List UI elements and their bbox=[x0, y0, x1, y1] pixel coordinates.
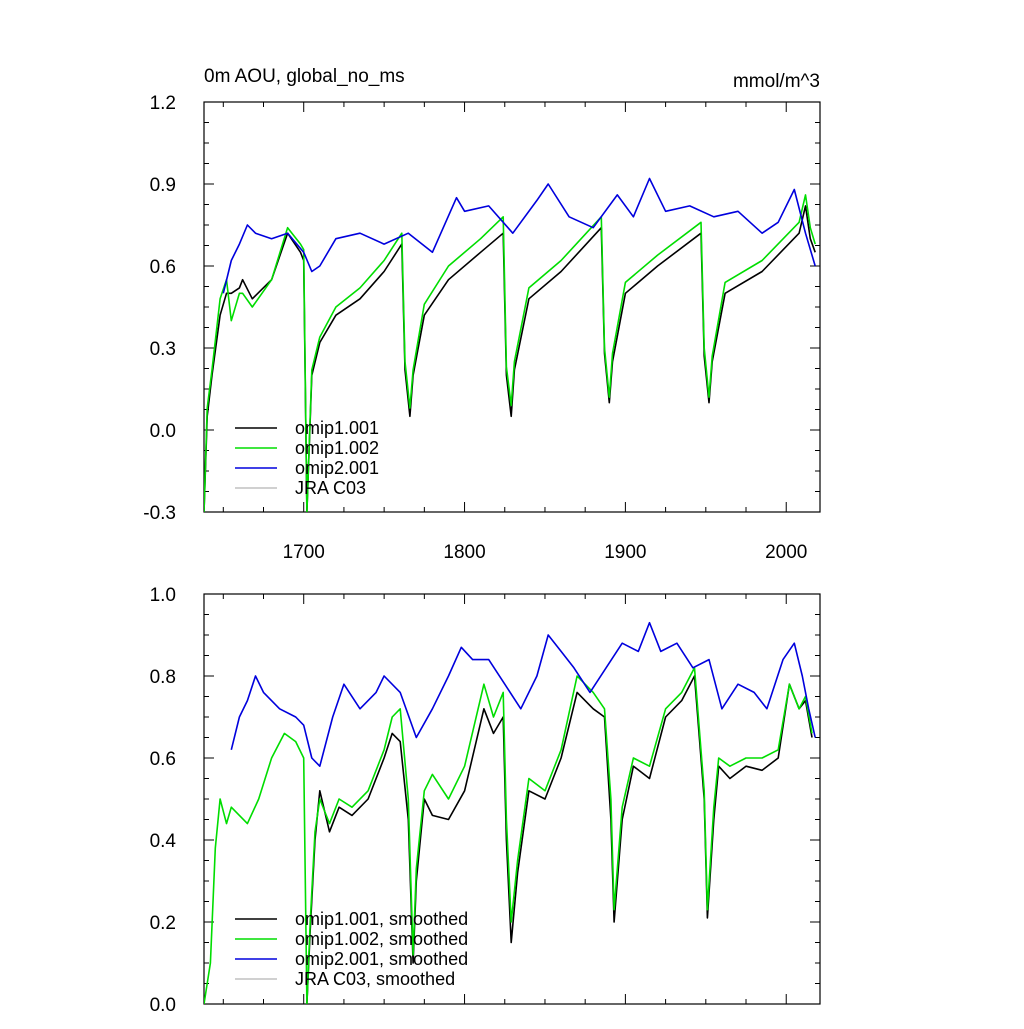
x-tick-label: 1700 bbox=[283, 542, 325, 563]
x-tick-label: 1900 bbox=[604, 542, 646, 563]
legend-label: omip1.001 bbox=[295, 418, 379, 438]
legend-label: omip1.001, smoothed bbox=[295, 909, 468, 929]
y-tick-label: 0.3 bbox=[150, 339, 176, 360]
legend-label: JRA C03, smoothed bbox=[295, 969, 455, 989]
y-tick-label: 0.9 bbox=[150, 175, 176, 196]
y-tick-label: 0.2 bbox=[150, 913, 176, 934]
series-line bbox=[230, 621, 816, 768]
series-line bbox=[306, 675, 813, 1004]
legend-label: omip2.001 bbox=[295, 458, 379, 478]
y-tick-label: 0.6 bbox=[150, 257, 176, 278]
y-tick-label: -0.3 bbox=[143, 503, 176, 524]
y-tick-label: 0.8 bbox=[150, 667, 176, 688]
legend-label: omip1.002, smoothed bbox=[295, 929, 468, 949]
x-tick-label: 2000 bbox=[765, 542, 807, 563]
y-tick-label: 1.2 bbox=[150, 93, 176, 114]
y-tick-label: 1.0 bbox=[150, 585, 176, 606]
chart-title: 0m AOU, global_no_ms bbox=[204, 66, 405, 87]
series-line bbox=[204, 666, 813, 1004]
series-group bbox=[204, 621, 816, 1004]
x-tick-label: 1800 bbox=[443, 542, 485, 563]
series-line bbox=[204, 194, 816, 512]
y-tick-label: 0.0 bbox=[150, 421, 176, 442]
y-tick-label: 0.6 bbox=[150, 749, 176, 770]
legend-label: omip1.002 bbox=[295, 438, 379, 458]
legend-label: omip2.001, smoothed bbox=[295, 949, 468, 969]
y-tick-label: 0.0 bbox=[150, 995, 176, 1016]
y-tick-label: 0.4 bbox=[150, 831, 177, 852]
series-group bbox=[204, 177, 816, 512]
series-line bbox=[222, 177, 816, 294]
legend-label: JRA C03 bbox=[295, 478, 366, 498]
units-label: mmol/m^3 bbox=[733, 71, 820, 92]
